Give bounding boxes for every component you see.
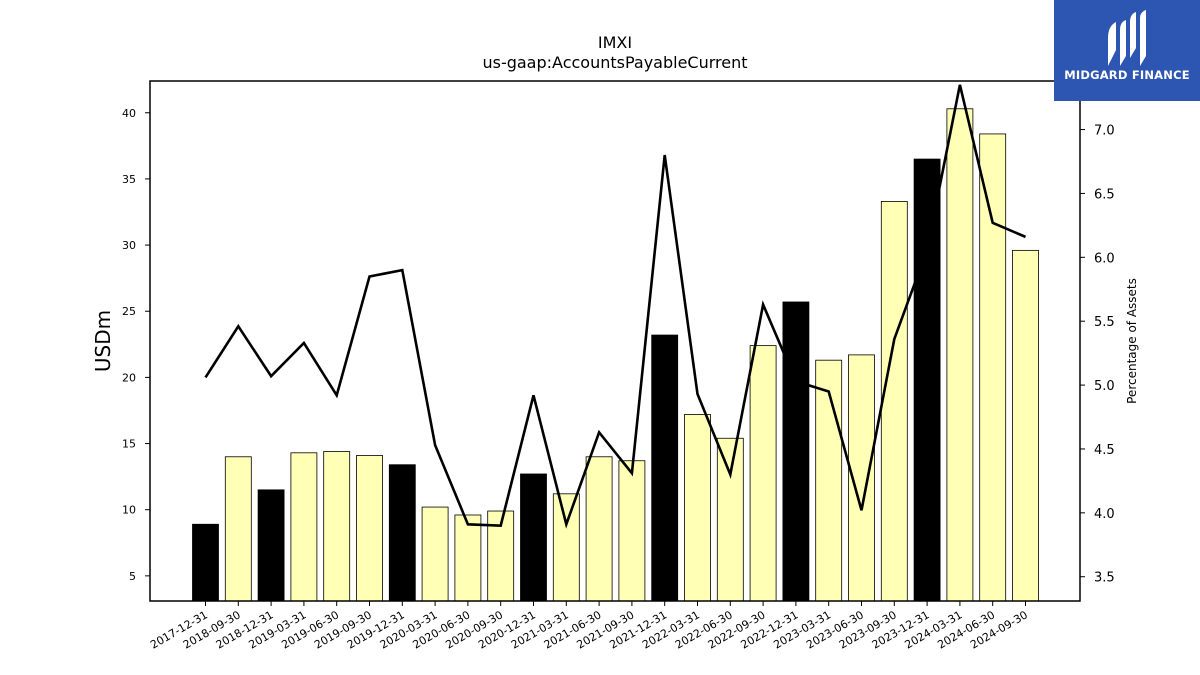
bar-2020-12-31	[520, 473, 547, 602]
bar-2019-06-30	[323, 451, 351, 602]
right-axis-ticks: 3.5 4.0 4.5 5.0 5.5 6.0 6.5 7.0	[1080, 124, 1115, 586]
left-tick-label: 30	[122, 239, 136, 252]
right-tick-label: 5.5	[1094, 315, 1115, 330]
bar-2022-06-30	[716, 437, 744, 602]
right-tick-label: 6.5	[1094, 187, 1115, 202]
bar-2021-09-30	[618, 460, 646, 602]
left-tick-label: 35	[122, 173, 136, 186]
left-tick-label: 15	[122, 438, 136, 451]
bar-series	[192, 108, 1039, 602]
right-tick-label: 5.0	[1094, 379, 1115, 394]
bar-2021-06-30	[585, 456, 613, 602]
bar-2019-03-31	[290, 452, 318, 602]
left-tick-label: 40	[122, 107, 136, 120]
bar-2024-09-30	[1012, 249, 1039, 602]
left-tick-label: 25	[122, 305, 136, 318]
bar-2018-12-31	[257, 489, 285, 602]
bar-2020-03-31	[421, 506, 449, 602]
bar-2020-06-30	[454, 514, 482, 602]
bar-2022-12-31	[782, 301, 810, 602]
chart-subtitle: us-gaap:AccountsPayableCurrent	[482, 53, 747, 72]
bar-2022-09-30	[749, 345, 777, 602]
midgard-logo-icon	[1108, 10, 1146, 66]
bar-2022-03-31	[684, 414, 711, 602]
bar-2023-03-31	[815, 359, 843, 602]
bar-2023-09-30	[880, 201, 908, 602]
chart-title: IMXI	[598, 33, 632, 52]
logo-text: MIDGARD FINANCE	[1064, 68, 1190, 82]
right-tick-label: 7.0	[1094, 124, 1115, 139]
bar-2021-03-31	[552, 493, 580, 602]
right-tick-label: 6.0	[1094, 251, 1115, 266]
pct-assets-line	[204, 84, 1027, 529]
bar-2019-12-31	[388, 464, 416, 602]
left-tick-label: 10	[122, 504, 136, 517]
left-tick-label: 5	[129, 570, 136, 583]
y-axis-label: USDm	[91, 310, 115, 372]
bar-2021-12-31	[651, 334, 679, 602]
line-series	[204, 84, 1027, 529]
bar-2018-09-30	[224, 456, 252, 602]
bar-2019-09-30	[356, 455, 383, 602]
bar-2024-06-30	[979, 133, 1007, 602]
right-tick-label: 4.0	[1094, 507, 1115, 522]
bar-2023-12-31	[913, 158, 941, 602]
y2-axis-label: Percentage of Assets	[1125, 278, 1139, 404]
right-tick-label: 3.5	[1094, 571, 1115, 586]
bar-2017-12-31	[192, 523, 219, 602]
x-axis-ticks: 2017-12-312018-09-302018-12-312019-03-31…	[148, 601, 1030, 652]
right-tick-label: 4.5	[1094, 443, 1115, 458]
bar-2024-03-31	[946, 108, 974, 602]
brand-logo: MIDGARD FINANCE	[1054, 0, 1200, 101]
left-tick-label: 20	[122, 371, 136, 384]
plot-frame	[149, 80, 1081, 602]
left-axis-ticks: 5 10 15 20 25 30 35 40	[122, 107, 150, 583]
